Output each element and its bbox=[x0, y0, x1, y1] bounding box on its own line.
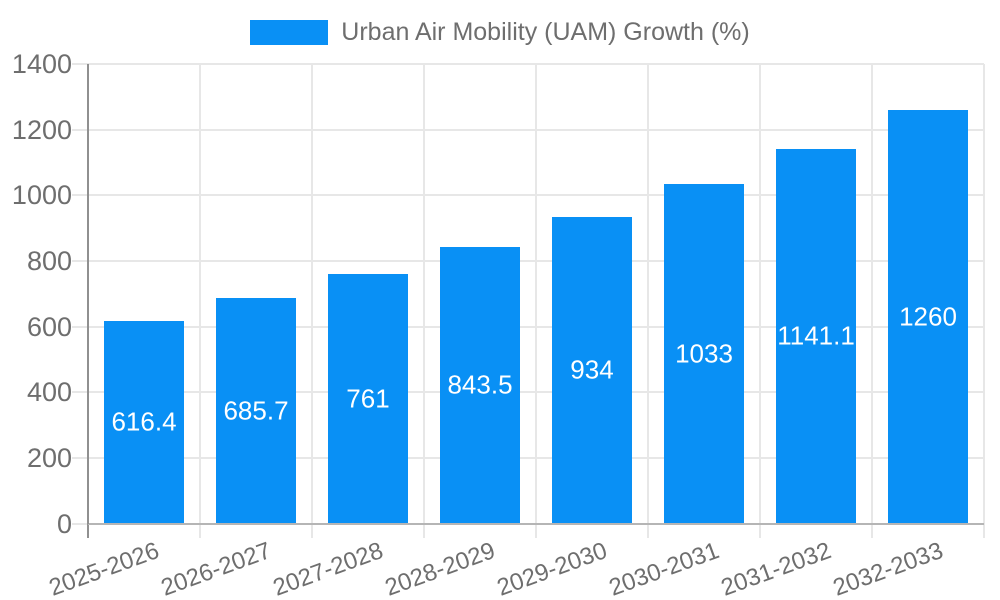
y-tick-label: 200 bbox=[26, 442, 72, 473]
bar-value-label: 616.4 bbox=[111, 406, 177, 437]
bar[interactable] bbox=[440, 246, 520, 524]
y-tick-mark bbox=[72, 259, 88, 262]
y-tick-mark bbox=[72, 63, 88, 65]
bar[interactable] bbox=[888, 109, 968, 524]
x-tick-mark bbox=[871, 523, 873, 538]
y-tick-mark bbox=[72, 128, 88, 131]
x-tick-label: 2031-2032 bbox=[717, 537, 835, 600]
x-tick-label: 2032-2033 bbox=[829, 537, 947, 600]
y-tick-label: 800 bbox=[26, 245, 72, 276]
y-tick-mark bbox=[72, 194, 88, 197]
bar-value-label: 1141.1 bbox=[777, 320, 855, 351]
y-tick-label: 400 bbox=[26, 377, 72, 408]
x-tick-mark bbox=[423, 523, 425, 538]
legend-swatch bbox=[250, 20, 329, 45]
bar-value-label: 1033 bbox=[675, 338, 733, 369]
v-gridline bbox=[983, 64, 985, 524]
y-axis-line bbox=[87, 64, 89, 524]
bar[interactable] bbox=[552, 216, 632, 524]
v-gridline bbox=[871, 64, 873, 524]
x-tick-label: 2029-2030 bbox=[493, 537, 611, 600]
v-gridline bbox=[647, 64, 649, 524]
y-tick-label: 1200 bbox=[11, 114, 72, 145]
bar-value-label: 685.7 bbox=[223, 395, 289, 426]
y-tick-mark bbox=[72, 391, 88, 394]
x-tick-mark bbox=[647, 523, 649, 538]
x-tick-label: 2027-2028 bbox=[269, 537, 387, 600]
bar-value-label: 1260 bbox=[899, 301, 957, 332]
bar[interactable] bbox=[664, 184, 744, 524]
v-gridline bbox=[311, 64, 313, 524]
bar[interactable] bbox=[216, 298, 296, 524]
x-tick-mark bbox=[983, 523, 985, 538]
x-tick-mark bbox=[87, 523, 89, 538]
x-tick-mark bbox=[311, 523, 313, 538]
y-tick-mark bbox=[72, 325, 88, 328]
y-tick-label: 1000 bbox=[11, 180, 72, 211]
bar[interactable] bbox=[104, 321, 184, 524]
x-tick-mark bbox=[199, 523, 201, 538]
x-tick-label: 2030-2031 bbox=[605, 537, 723, 600]
x-tick-mark bbox=[759, 523, 761, 538]
bar-value-label: 761 bbox=[346, 383, 390, 414]
x-tick-mark bbox=[535, 523, 537, 538]
legend-label: Urban Air Mobility (UAM) Growth (%) bbox=[341, 18, 750, 46]
v-gridline bbox=[199, 64, 201, 524]
x-tick-label: 2028-2029 bbox=[381, 537, 499, 600]
y-tick-label: 1400 bbox=[11, 49, 72, 79]
bar-value-label: 934 bbox=[570, 354, 614, 385]
bar-value-label: 843.5 bbox=[447, 369, 513, 400]
bar[interactable] bbox=[776, 148, 856, 524]
v-gridline bbox=[759, 64, 761, 524]
y-tick-label: 0 bbox=[56, 508, 72, 539]
v-gridline bbox=[423, 64, 425, 524]
y-tick-mark bbox=[72, 522, 88, 525]
y-tick-mark bbox=[72, 456, 88, 459]
bar[interactable] bbox=[328, 273, 408, 524]
x-tick-label: 2025-2026 bbox=[45, 537, 163, 600]
legend[interactable]: Urban Air Mobility (UAM) Growth (%) bbox=[0, 18, 1000, 47]
y-tick-label: 600 bbox=[26, 311, 72, 342]
x-axis-baseline bbox=[88, 522, 984, 525]
v-gridline bbox=[535, 64, 537, 524]
x-tick-label: 2026-2027 bbox=[157, 537, 275, 600]
